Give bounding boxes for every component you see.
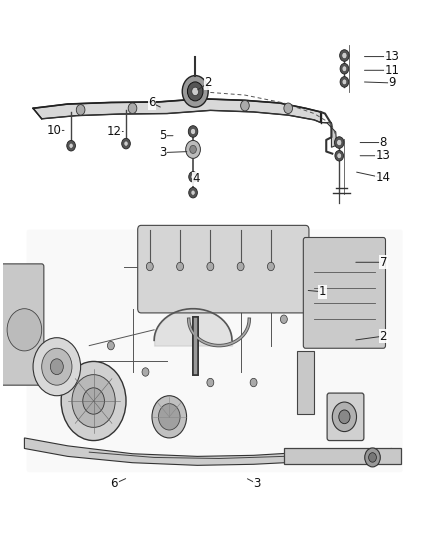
Circle shape — [191, 174, 195, 180]
Polygon shape — [297, 351, 314, 414]
Circle shape — [207, 378, 214, 387]
Circle shape — [122, 139, 131, 149]
Circle shape — [152, 395, 187, 438]
Text: 1: 1 — [319, 285, 327, 298]
Text: 6: 6 — [111, 478, 118, 490]
Circle shape — [192, 87, 199, 95]
Polygon shape — [284, 448, 401, 464]
Text: 7: 7 — [380, 256, 387, 269]
Text: 4: 4 — [193, 173, 200, 185]
Circle shape — [76, 104, 85, 115]
Text: 11: 11 — [385, 64, 399, 77]
Circle shape — [128, 103, 137, 114]
Circle shape — [250, 378, 257, 387]
Text: 13: 13 — [385, 50, 399, 63]
Circle shape — [339, 410, 350, 424]
Circle shape — [83, 388, 104, 414]
Circle shape — [33, 338, 81, 395]
Circle shape — [61, 361, 126, 441]
FancyBboxPatch shape — [0, 264, 44, 385]
Circle shape — [190, 146, 196, 154]
FancyBboxPatch shape — [138, 225, 309, 313]
Text: 8: 8 — [380, 136, 387, 149]
Circle shape — [284, 103, 293, 114]
Circle shape — [337, 153, 342, 159]
Circle shape — [146, 262, 153, 271]
Circle shape — [342, 66, 347, 71]
Circle shape — [72, 375, 115, 427]
Circle shape — [189, 172, 198, 182]
Circle shape — [332, 402, 357, 432]
Text: 9: 9 — [388, 76, 396, 90]
Circle shape — [188, 126, 198, 138]
Circle shape — [124, 141, 128, 146]
Text: 3: 3 — [159, 146, 166, 159]
Text: 6: 6 — [148, 96, 156, 109]
Circle shape — [187, 82, 203, 101]
Text: 10: 10 — [46, 124, 61, 137]
Circle shape — [182, 76, 208, 107]
Circle shape — [177, 262, 184, 271]
FancyBboxPatch shape — [327, 393, 364, 441]
Circle shape — [369, 453, 376, 462]
Circle shape — [159, 403, 180, 430]
Text: 3: 3 — [253, 478, 261, 490]
Circle shape — [107, 342, 114, 350]
Circle shape — [189, 188, 198, 198]
Text: 2: 2 — [380, 329, 387, 343]
Circle shape — [50, 359, 64, 375]
Polygon shape — [33, 99, 321, 123]
Circle shape — [280, 315, 287, 324]
Circle shape — [69, 143, 73, 148]
Circle shape — [342, 52, 347, 59]
Circle shape — [7, 309, 42, 351]
FancyBboxPatch shape — [304, 238, 385, 348]
Text: 14: 14 — [376, 172, 391, 184]
Circle shape — [67, 140, 75, 151]
Polygon shape — [321, 123, 337, 147]
Circle shape — [237, 262, 244, 271]
Text: 5: 5 — [159, 129, 166, 142]
Circle shape — [339, 50, 349, 61]
Circle shape — [191, 128, 196, 135]
Text: 13: 13 — [376, 149, 391, 162]
Circle shape — [335, 150, 343, 161]
FancyBboxPatch shape — [27, 230, 403, 472]
Circle shape — [340, 77, 349, 87]
Text: 2: 2 — [205, 76, 212, 90]
Text: 12: 12 — [107, 125, 122, 138]
Circle shape — [342, 79, 347, 85]
Circle shape — [42, 348, 72, 385]
Circle shape — [337, 139, 342, 146]
Circle shape — [240, 100, 249, 111]
Circle shape — [340, 63, 349, 74]
Circle shape — [365, 448, 380, 467]
Circle shape — [268, 262, 274, 271]
Polygon shape — [25, 438, 392, 465]
Circle shape — [207, 262, 214, 271]
Circle shape — [142, 368, 149, 376]
Circle shape — [191, 190, 195, 195]
Circle shape — [335, 137, 344, 148]
Circle shape — [186, 140, 201, 158]
